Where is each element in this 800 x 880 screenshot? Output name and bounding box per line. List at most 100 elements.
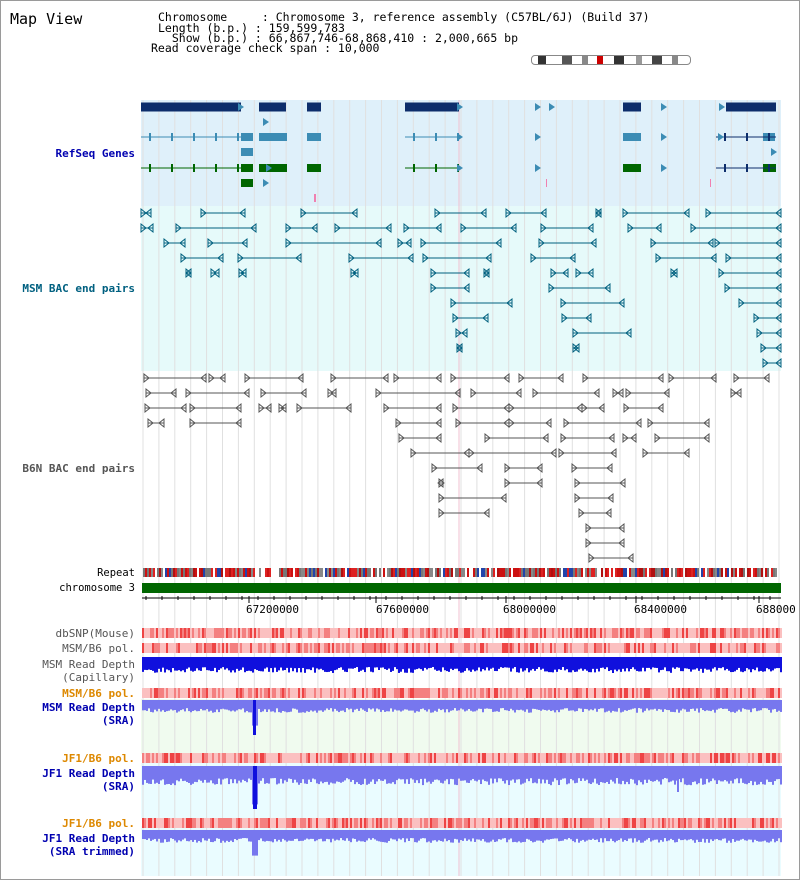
polymorphism-cell [218,753,220,763]
polymorphism-cell [246,753,248,763]
read-depth-bar [398,830,400,839]
polymorphism-cell [656,688,658,698]
polymorphism-cell [150,688,152,698]
repeat-block [711,568,713,577]
polymorphism-cell [280,628,282,638]
polymorphism-cell [278,628,280,638]
polymorphism-cell [648,818,650,828]
read-depth-bar [698,700,700,713]
polymorphism-cell [406,818,408,828]
polymorphism-cell [446,643,448,653]
polymorphism-cell [258,628,260,638]
polymorphism-cell [574,643,576,653]
polymorphism-cell [412,688,414,698]
polymorphism-cell [372,688,374,698]
polymorphism-cell [630,628,632,638]
b6n-bac-end [657,372,664,384]
read-depth-bar [422,657,424,671]
polymorphism-cell [688,688,690,698]
polymorphism-cell [510,643,512,653]
repeat-block [445,568,447,577]
polymorphism-cell [760,628,762,638]
polymorphism-cell [754,818,756,828]
read-depth-bar [716,700,718,710]
polymorphism-cell [668,688,670,698]
read-depth-bar [440,657,442,672]
read-depth-bar [274,700,276,713]
read-depth-bar [774,657,776,669]
read-depth-bar [214,657,216,668]
read-depth-bar [446,657,448,672]
polymorphism-cell [358,628,360,638]
read-depth-bar [338,766,340,782]
polymorphism-cell [498,643,500,653]
polymorphism-cell [508,753,510,763]
msm-bac-end [714,237,721,249]
polymorphism-cell [308,643,310,653]
chromosome-ideogram[interactable] [531,55,691,65]
read-depth-bar [726,700,728,709]
polymorphism-cell [688,818,690,828]
read-depth-bar [584,830,586,842]
read-depth-bar [416,766,418,781]
b6n-bac-end [438,477,445,489]
read-depth-bar [380,766,382,781]
polymorphism-cell [642,753,644,763]
msm-bac-end [762,357,769,369]
read-depth-bar [182,700,184,710]
polymorphism-cell [602,818,604,828]
repeat-block [643,568,645,577]
polymorphism-cell [318,818,320,828]
read-depth-bar [610,700,612,713]
polymorphism-cell [408,628,410,638]
read-depth-bar [674,830,676,843]
read-depth-bar [632,700,634,709]
read-depth-bar [590,700,592,710]
polymorphism-cell [270,818,272,828]
polymorphism-cell [372,643,374,653]
polymorphism-cell [760,643,762,653]
b6n-bac-end [763,372,770,384]
read-depth-bar [456,657,458,669]
polymorphism-cell [224,818,226,828]
polymorphism-cell [476,628,478,638]
read-depth-bar [368,830,370,839]
b6n-bac-end [518,372,525,384]
polymorphism-cell [282,688,284,698]
polymorphism-cell [230,628,232,638]
read-depth-bar [572,700,574,711]
polymorphism-cell [770,628,772,638]
polymorphism-cell [360,628,362,638]
read-depth-bar [448,657,450,672]
polymorphism-cell [466,818,468,828]
read-depth-bar [454,700,456,709]
b6n-bac-end [504,462,511,474]
msm-bac-end [573,342,580,354]
read-depth-spike [253,766,257,809]
polymorphism-cell [358,643,360,653]
repeat-block [415,568,417,577]
read-depth-bar [742,830,744,839]
polymorphism-cell [480,753,482,763]
polymorphism-cell [272,688,274,698]
read-depth-bar [538,830,540,841]
polymorphism-cell [388,628,390,638]
read-depth-bar [750,657,752,673]
polymorphism-cell [408,688,410,698]
read-depth-bar [738,700,740,710]
read-depth-bar [418,657,420,669]
polymorphism-cell [708,818,710,828]
polymorphism-cell [244,643,246,653]
polymorphism-cell [276,753,278,763]
repeat-block [245,568,247,577]
read-depth-bar [776,700,778,712]
polymorphism-cell [158,753,160,763]
polymorphism-cell [262,643,264,653]
polymorphism-cell [672,643,674,653]
repeat-block [407,568,409,577]
read-depth-bar [564,657,566,671]
polymorphism-cell [468,628,470,638]
polymorphism-cell [504,688,506,698]
read-depth-bar [166,700,168,712]
read-depth-bar [334,830,336,841]
